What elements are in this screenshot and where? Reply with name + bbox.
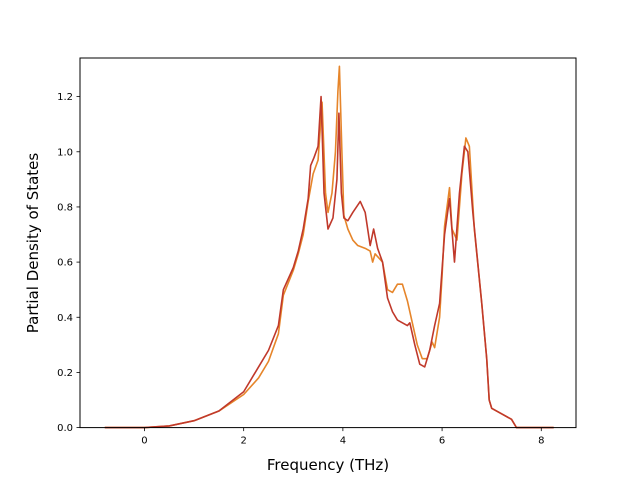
y-tick-label: 0.0 (57, 423, 73, 434)
y-tick-label: 0.4 (57, 313, 73, 324)
x-axis-ticks: 0 2 4 6 8 (141, 427, 544, 447)
y-tick-label: 0.8 (57, 202, 73, 213)
plot-area (79, 57, 577, 429)
x-tick-label: 4 (340, 436, 346, 447)
x-tick-label: 6 (439, 436, 445, 447)
y-axis-ticks: 0.0 0.2 0.4 0.6 0.8 1.0 1.2 (57, 92, 80, 434)
y-tick-label: 1.2 (57, 92, 73, 103)
series-line-1 (104, 65, 554, 429)
axes-frame (79, 57, 577, 429)
y-tick-label: 0.2 (57, 368, 73, 379)
x-tick-label: 2 (240, 436, 246, 447)
y-axis-label: Partial Density of States (24, 153, 42, 334)
x-tick-label: 0 (141, 436, 147, 447)
series-line-2 (104, 95, 554, 429)
series-layer (104, 65, 554, 429)
x-axis-label: Frequency (THz) (267, 456, 389, 474)
y-tick-label: 0.6 (57, 258, 73, 269)
y-tick-label: 1.0 (57, 147, 73, 158)
x-tick-label: 8 (538, 436, 544, 447)
